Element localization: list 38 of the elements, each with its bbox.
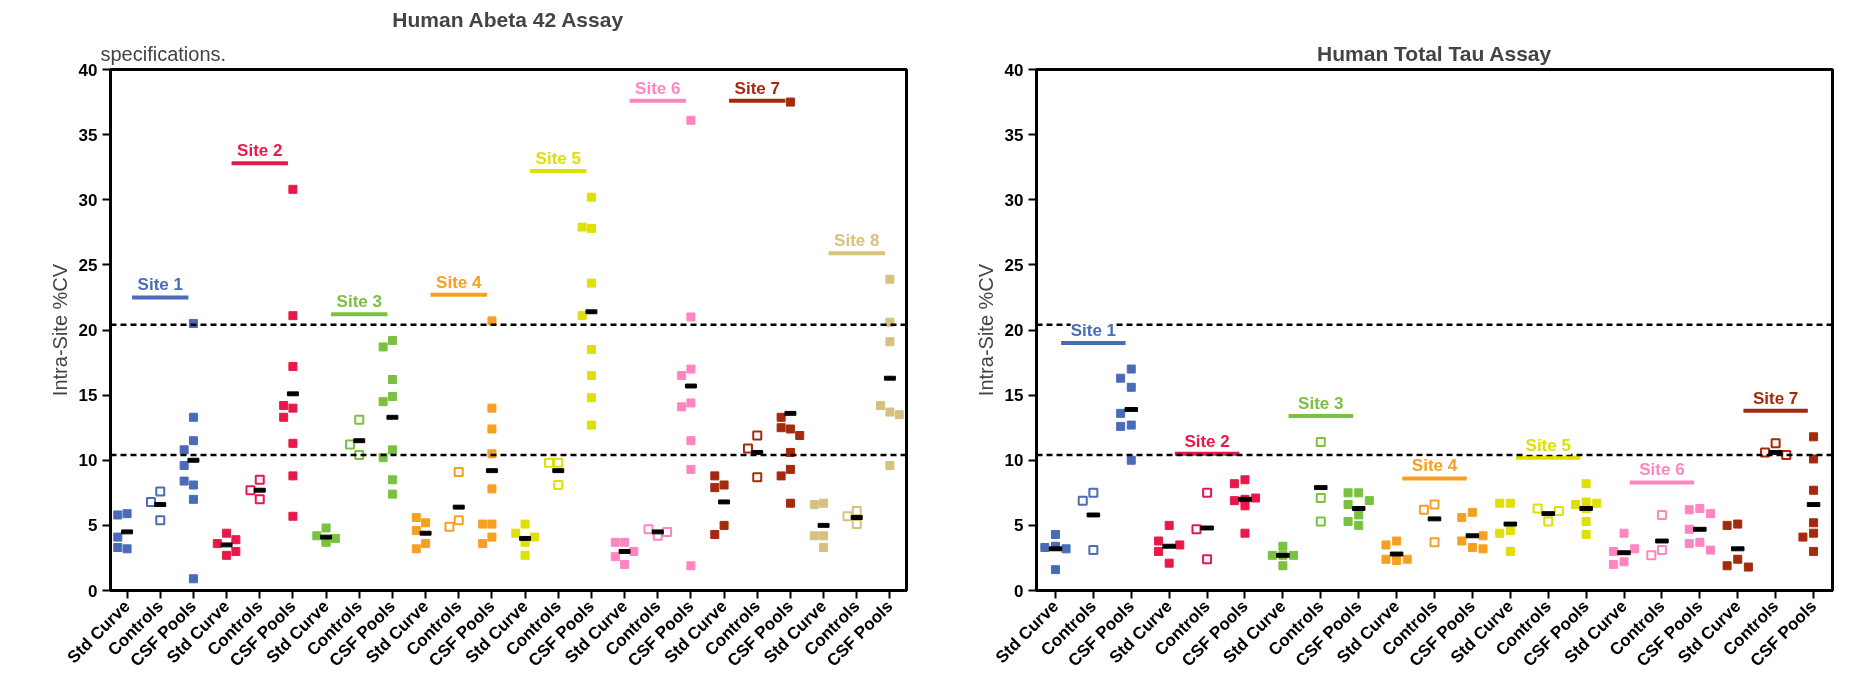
y-tick-label: 0 <box>88 581 98 601</box>
y-tick-label: 30 <box>78 190 98 210</box>
y-tick-label: 40 <box>78 60 98 80</box>
y-tick-label: 15 <box>78 386 98 406</box>
y-axis-title: Intra-Site %CV <box>974 263 997 397</box>
chart-title: Human Abeta 42 Assay <box>392 7 624 31</box>
text: specifications. <box>100 42 227 65</box>
y-tick-label: 5 <box>1014 516 1024 536</box>
y-tick-label: 35 <box>1004 125 1024 145</box>
annotation: Site 5 <box>535 149 581 169</box>
y-tick-label: 25 <box>1004 255 1024 275</box>
annotation: Site 8 <box>834 231 880 251</box>
annotation: Site 4 <box>1411 456 1458 476</box>
annotation: Site 4 <box>436 272 482 292</box>
y-tick-label: 20 <box>78 321 98 340</box>
annotation: Site 3 <box>1298 393 1344 413</box>
y-tick-label: 30 <box>1004 190 1024 210</box>
annotation: Site 6 <box>1639 460 1685 480</box>
annotation: Site 5 <box>1525 435 1571 455</box>
annotation: Site 2 <box>237 141 283 161</box>
annotation: Site 7 <box>734 78 780 98</box>
y-axis-title: Intra-Site %CV <box>48 263 71 397</box>
annotation: Site 1 <box>137 275 183 295</box>
y-tick-label: 35 <box>78 125 98 145</box>
annotation: Site 3 <box>336 292 382 312</box>
y-tick-label: 20 <box>1004 321 1024 340</box>
y-tick-label: 15 <box>1004 386 1024 406</box>
y-tick-label: 10 <box>1004 451 1024 471</box>
annotation: Site 7 <box>1752 388 1799 408</box>
y-tick-label: 10 <box>78 451 98 471</box>
annotation: Site 6 <box>635 78 681 98</box>
y-tick-label: 5 <box>88 516 98 536</box>
annotation: Site 2 <box>1184 431 1230 451</box>
y-tick-label: 0 <box>1014 581 1024 601</box>
y-tick-label: 25 <box>78 255 98 275</box>
annotation: Site 1 <box>1070 321 1117 341</box>
y-tick-label: 40 <box>1004 60 1024 80</box>
chart-title: Human Total Tau Assay <box>1317 41 1552 65</box>
